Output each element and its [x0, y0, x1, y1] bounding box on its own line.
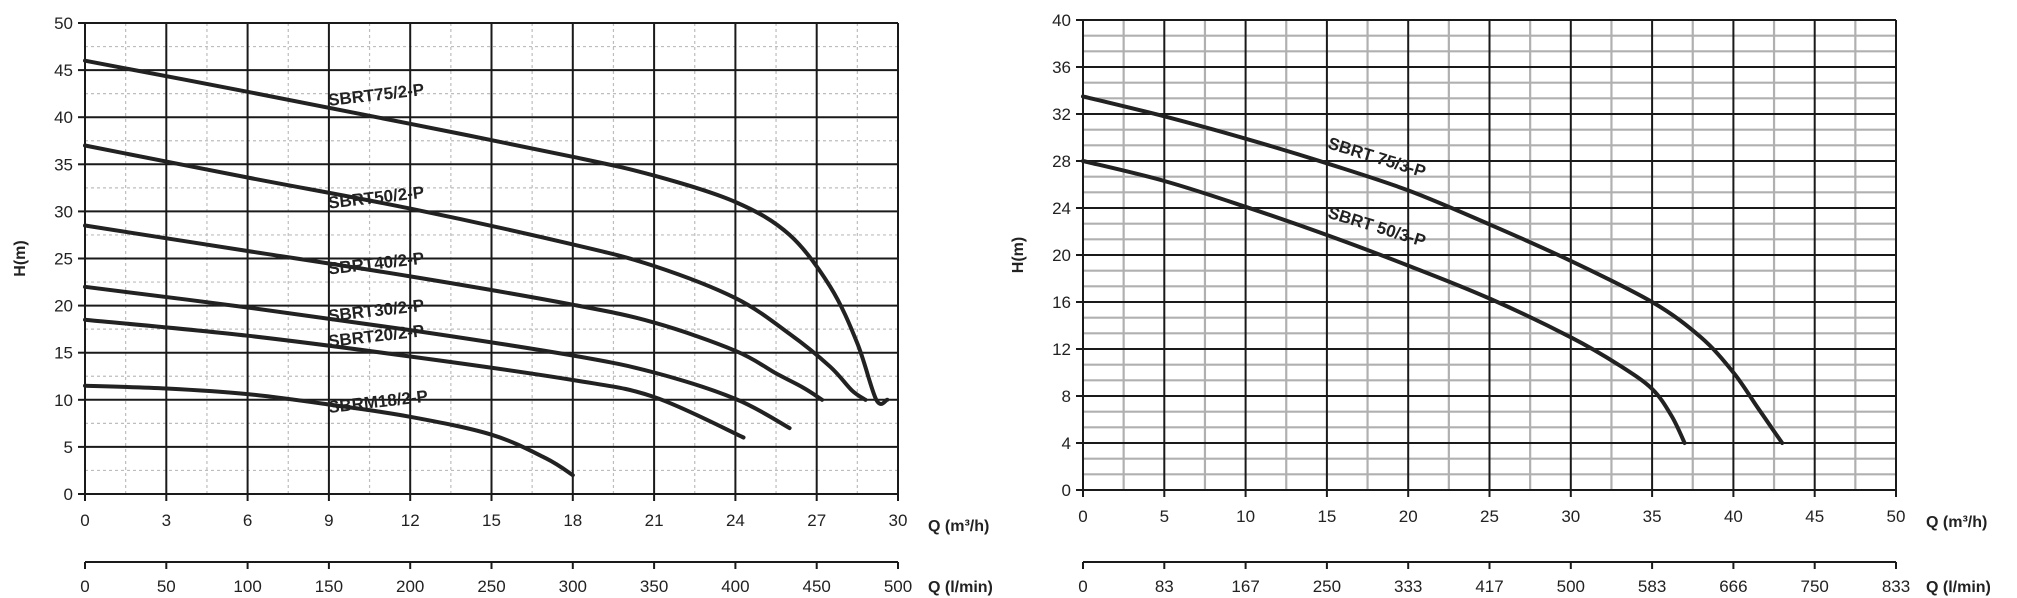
x2-tick-label: 250: [1313, 577, 1341, 596]
x2-tick-label: 666: [1719, 577, 1747, 596]
x-tick-label: 9: [324, 511, 333, 530]
y-tick-label: 30: [54, 202, 73, 221]
series-label: SBRT 75/3-P: [1326, 134, 1428, 182]
y-tick-label: 24: [1052, 199, 1071, 218]
x-tick-label: 18: [563, 511, 582, 530]
x2-tick-label: 450: [803, 577, 831, 596]
x2-tick-label: 0: [1078, 577, 1087, 596]
y-tick-label: 35: [54, 155, 73, 174]
x2-tick-label: 50: [157, 577, 176, 596]
x2-tick-label: 150: [315, 577, 343, 596]
y-tick-label: 25: [54, 250, 73, 269]
x-tick-label: 50: [1887, 507, 1906, 526]
x2-tick-label: 83: [1155, 577, 1174, 596]
series-line: [83, 143, 868, 402]
y-tick-label: 20: [54, 297, 73, 316]
x2-tick-label: 750: [1801, 577, 1829, 596]
x2-tick-label: 833: [1882, 577, 1910, 596]
x-tick-label: 6: [243, 511, 252, 530]
x-tick-label: 21: [645, 511, 664, 530]
x2-tick-label: 167: [1231, 577, 1259, 596]
y-tick-label: 36: [1052, 58, 1071, 77]
x-tick-label: 3: [162, 511, 171, 530]
x-tick-label: 15: [482, 511, 501, 530]
x-tick-label: 0: [1078, 507, 1087, 526]
x-axis-label: Q (m³/h): [928, 518, 989, 535]
y-tick-label: 32: [1052, 105, 1071, 124]
x-tick-label: 12: [401, 511, 420, 530]
x2-tick-label: 417: [1475, 577, 1503, 596]
series-line: [83, 284, 792, 431]
x-tick-label: 5: [1160, 507, 1169, 526]
series-line: [83, 317, 746, 440]
y-axis-label: H(m): [1010, 237, 1027, 273]
series-line: [83, 223, 825, 402]
x-tick-label: 40: [1724, 507, 1743, 526]
y-tick-label: 12: [1052, 340, 1071, 359]
x2-tick-label: 350: [640, 577, 668, 596]
x2-tick-label: 500: [884, 577, 912, 596]
major-grid: [1082, 19, 1897, 491]
x-axis-label: Q (m³/h): [1926, 514, 1987, 531]
x2-axis-label: Q (l/min): [928, 579, 993, 596]
x-tick-label: 27: [807, 511, 826, 530]
x-tick-label: 20: [1399, 507, 1418, 526]
y-tick-label: 45: [54, 61, 73, 80]
x-tick-label: 25: [1480, 507, 1499, 526]
major-grid: [84, 22, 899, 495]
x-tick-label: 35: [1643, 507, 1662, 526]
y-tick-label: 0: [64, 485, 73, 504]
x2-tick-label: 333: [1394, 577, 1422, 596]
y-tick-label: 28: [1052, 152, 1071, 171]
x-tick-label: 30: [889, 511, 908, 530]
x2-axis-label: Q (l/min): [1926, 579, 1991, 596]
y-tick-label: 40: [54, 108, 73, 127]
x2-tick-label: 583: [1638, 577, 1666, 596]
x2-tick-label: 0: [80, 577, 89, 596]
y-tick-label: 10: [54, 391, 73, 410]
x-tick-label: 45: [1805, 507, 1824, 526]
x2-tick-label: 500: [1557, 577, 1585, 596]
series-line: [83, 58, 890, 406]
x2-tick-label: 100: [233, 577, 261, 596]
y-tick-label: 50: [54, 14, 73, 33]
x2-tick-label: 250: [477, 577, 505, 596]
y-axis-label: H(m): [12, 240, 29, 276]
x2-tick-label: 300: [559, 577, 587, 596]
y-tick-label: 5: [64, 438, 73, 457]
series-label: SBRT 50/3-P: [1326, 203, 1428, 251]
series-line: [1081, 159, 1687, 445]
y-tick-label: 40: [1052, 11, 1071, 30]
y-tick-label: 16: [1052, 293, 1071, 312]
y-tick-label: 4: [1062, 434, 1071, 453]
x2-tick-label: 200: [396, 577, 424, 596]
series-line: [83, 383, 575, 478]
x-tick-label: 30: [1561, 507, 1580, 526]
x-tick-label: 0: [80, 511, 89, 530]
x2-tick-label: 400: [721, 577, 749, 596]
y-tick-label: 15: [54, 344, 73, 363]
y-tick-label: 20: [1052, 246, 1071, 265]
series-line: [1081, 94, 1785, 445]
y-tick-label: 0: [1062, 481, 1071, 500]
x-tick-label: 10: [1236, 507, 1255, 526]
y-tick-label: 8: [1062, 387, 1071, 406]
x-tick-label: 24: [726, 511, 745, 530]
x-tick-label: 15: [1317, 507, 1336, 526]
